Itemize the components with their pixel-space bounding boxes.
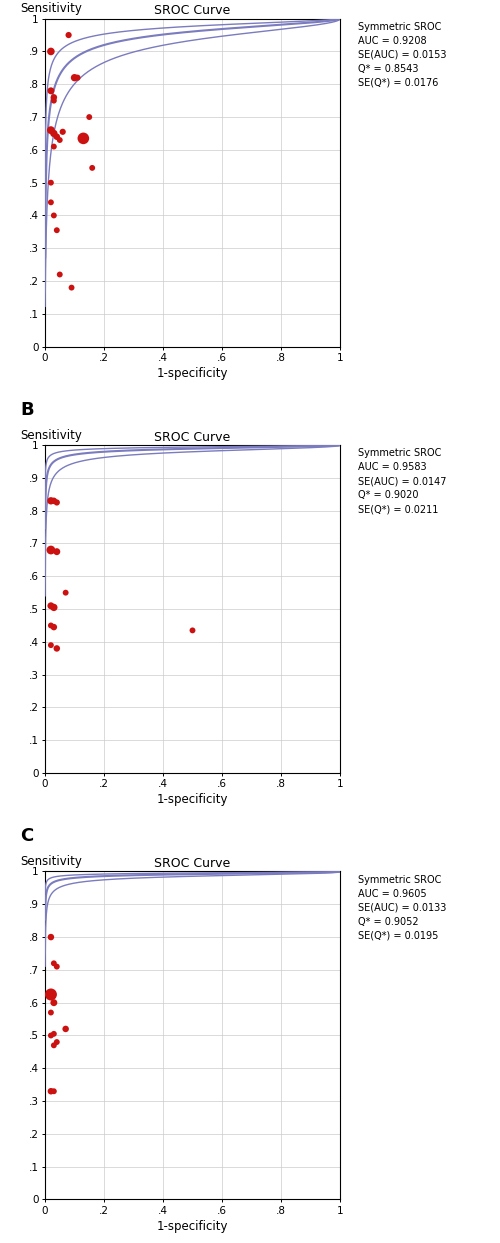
- Point: [50, 953, 58, 973]
- Point: [56, 265, 64, 285]
- Point: [53, 220, 61, 240]
- Point: [64, 25, 72, 45]
- Point: [58, 122, 66, 142]
- Point: [50, 91, 58, 111]
- X-axis label: 1-specificity: 1-specificity: [157, 1219, 228, 1233]
- Point: [47, 1081, 55, 1101]
- Point: [56, 131, 64, 150]
- Point: [47, 927, 55, 947]
- Title: SROC Curve: SROC Curve: [154, 858, 230, 870]
- Point: [50, 87, 58, 107]
- Point: [53, 957, 61, 977]
- Point: [47, 541, 55, 561]
- Text: Sensitivity: Sensitivity: [20, 855, 82, 868]
- Point: [50, 1024, 58, 1044]
- Point: [62, 583, 70, 603]
- Point: [53, 127, 61, 147]
- Text: Sensitivity: Sensitivity: [20, 429, 82, 441]
- Point: [80, 128, 88, 148]
- Point: [50, 618, 58, 638]
- Point: [47, 1025, 55, 1045]
- Point: [85, 107, 93, 127]
- Point: [47, 81, 55, 101]
- Point: [53, 542, 61, 562]
- Point: [47, 615, 55, 635]
- Point: [47, 595, 55, 615]
- Point: [50, 205, 58, 225]
- Point: [50, 123, 58, 143]
- Point: [53, 1032, 61, 1052]
- Point: [50, 1081, 58, 1101]
- X-axis label: 1-specificity: 1-specificity: [157, 793, 228, 807]
- Point: [62, 1019, 70, 1039]
- Point: [47, 173, 55, 193]
- Point: [50, 491, 58, 511]
- Point: [47, 635, 55, 655]
- Point: [47, 193, 55, 213]
- Text: C: C: [20, 828, 33, 845]
- X-axis label: 1-specificity: 1-specificity: [157, 367, 228, 380]
- Point: [70, 68, 78, 88]
- Point: [47, 984, 55, 1004]
- Point: [50, 137, 58, 157]
- Text: Sensitivity: Sensitivity: [20, 2, 82, 15]
- Title: SROC Curve: SROC Curve: [154, 431, 230, 444]
- Text: Symmetric SROC
AUC = 0.9605
SE(AUC) = 0.0133
Q* = 0.9052
SE(Q*) = 0.0195: Symmetric SROC AUC = 0.9605 SE(AUC) = 0.…: [358, 875, 446, 941]
- Point: [68, 277, 76, 297]
- Title: SROC Curve: SROC Curve: [154, 5, 230, 17]
- Text: B: B: [20, 400, 34, 419]
- Point: [47, 491, 55, 511]
- Point: [53, 639, 61, 659]
- Point: [47, 121, 55, 140]
- Point: [50, 598, 58, 618]
- Point: [88, 158, 96, 178]
- Point: [188, 620, 196, 640]
- Point: [53, 492, 61, 512]
- Text: Symmetric SROC
AUC = 0.9583
SE(AUC) = 0.0147
Q* = 0.9020
SE(Q*) = 0.0211: Symmetric SROC AUC = 0.9583 SE(AUC) = 0.…: [358, 449, 446, 515]
- Point: [50, 993, 58, 1013]
- Point: [50, 1035, 58, 1055]
- Point: [47, 41, 55, 61]
- Point: [47, 1003, 55, 1023]
- Point: [74, 68, 82, 88]
- Text: Symmetric SROC
AUC = 0.9208
SE(AUC) = 0.0153
Q* = 0.8543
SE(Q*) = 0.0176: Symmetric SROC AUC = 0.9208 SE(AUC) = 0.…: [358, 22, 446, 88]
